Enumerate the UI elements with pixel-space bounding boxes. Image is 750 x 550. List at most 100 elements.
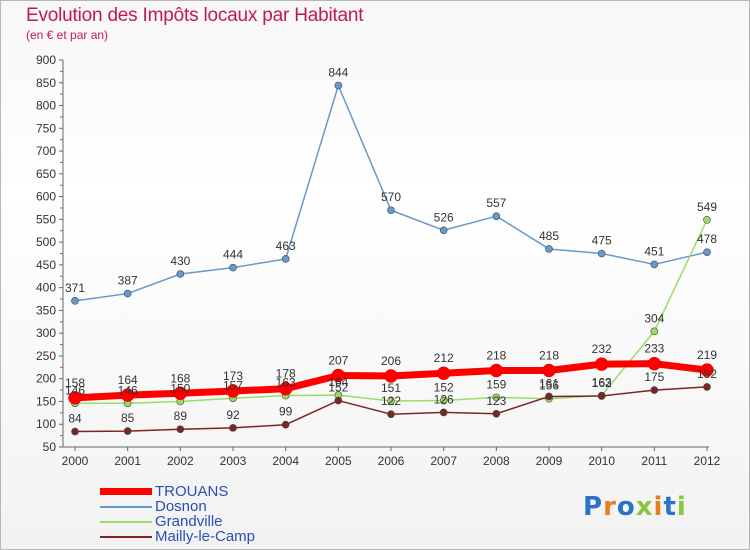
data-label-trouans: 218	[486, 349, 506, 363]
y-tick-label: 450	[36, 258, 56, 272]
data-label-dosnon: 371	[65, 281, 85, 295]
x-tick-label: 2008	[483, 454, 510, 468]
data-label-grandville: 549	[697, 200, 717, 214]
data-label-mailly-le-camp: 123	[486, 394, 506, 408]
y-tick-label: 250	[36, 349, 56, 363]
logo-letter: i	[653, 492, 664, 522]
y-tick-label: 550	[36, 212, 56, 226]
data-point-trouans	[489, 363, 504, 378]
data-point-dosnon	[439, 226, 448, 235]
data-point-mailly-le-camp	[439, 408, 448, 417]
data-label-grandville: 146	[65, 383, 85, 397]
data-label-trouans: 212	[434, 351, 454, 365]
data-label-dosnon: 478	[697, 232, 717, 246]
data-label-grandville: 164	[328, 375, 348, 389]
x-tick-label: 2001	[114, 454, 141, 468]
data-label-dosnon: 570	[381, 190, 401, 204]
y-tick-label: 600	[36, 190, 56, 204]
data-label-mailly-le-camp: 85	[121, 411, 135, 425]
data-label-mailly-le-camp: 162	[592, 376, 612, 390]
data-point-trouans	[68, 391, 82, 405]
data-point-mailly-le-camp	[492, 409, 501, 418]
data-point-trouans	[436, 366, 451, 380]
x-tick-label: 2003	[220, 454, 247, 468]
data-label-trouans: 164	[118, 373, 138, 387]
data-label-mailly-le-camp: 122	[381, 394, 401, 408]
data-point-dosnon	[123, 289, 132, 298]
logo-letter: t	[663, 492, 677, 522]
data-label-trouans: 206	[381, 354, 401, 368]
data-label-trouans: 173	[223, 369, 243, 383]
data-point-mailly-le-camp	[597, 392, 606, 400]
x-tick-label: 2006	[378, 454, 405, 468]
data-point-grandville	[439, 396, 448, 405]
chart-title: Evolution des Impôts locaux par Habitant	[26, 5, 364, 26]
y-tick-label: 500	[36, 235, 56, 249]
data-label-mailly-le-camp: 84	[68, 412, 82, 426]
data-label-mailly-le-camp: 126	[434, 392, 454, 406]
data-point-mailly-le-camp	[281, 420, 290, 429]
data-point-trouans	[278, 381, 293, 396]
logo-letter: x	[635, 492, 654, 522]
data-point-dosnon	[597, 249, 606, 258]
data-point-mailly-le-camp	[650, 386, 659, 394]
x-tick-label: 2004	[272, 454, 299, 468]
logo-letter: r	[603, 492, 617, 522]
data-point-grandville	[703, 216, 711, 224]
data-point-mailly-le-camp	[545, 392, 553, 401]
data-point-mailly-le-camp	[123, 427, 132, 435]
y-tick-label: 50	[43, 440, 57, 454]
y-tick-label: 350	[36, 303, 56, 317]
data-label-dosnon: 451	[644, 244, 664, 258]
legend-label-mailly-le-camp: Mailly-le-Camp	[155, 528, 256, 545]
data-label-trouans: 168	[170, 371, 190, 385]
data-label-trouans: 218	[539, 349, 559, 363]
data-label-dosnon: 444	[223, 248, 243, 262]
data-label-dosnon: 475	[592, 234, 612, 248]
proxiti-logo: Proxiti	[583, 492, 687, 522]
y-tick-label: 900	[36, 53, 56, 67]
legend-swatch-grandville	[100, 521, 152, 523]
x-tick-label: 2002	[167, 454, 194, 468]
data-label-grandville: 157	[223, 378, 243, 392]
data-point-trouans	[226, 384, 240, 398]
data-label-grandville: 163	[592, 376, 612, 390]
y-tick-label: 150	[36, 394, 56, 408]
x-tick-label: 2012	[694, 454, 721, 468]
y-tick-label: 650	[36, 167, 56, 181]
legend-swatch-mailly-le-camp	[100, 536, 152, 538]
data-label-grandville: 304	[644, 311, 664, 325]
data-point-trouans	[594, 357, 609, 371]
data-point-trouans	[647, 356, 662, 371]
data-point-dosnon	[545, 245, 553, 253]
logo-letter: i	[676, 492, 687, 522]
data-label-grandville: 163	[276, 376, 296, 390]
data-label-trouans: 178	[276, 367, 296, 381]
y-tick-label: 700	[36, 144, 56, 158]
data-label-grandville: 159	[486, 377, 506, 391]
legend-label-dosnon: Dosnon	[155, 498, 207, 515]
data-label-grandville: 146	[118, 383, 138, 397]
data-point-trouans	[120, 388, 135, 402]
data-point-dosnon	[492, 212, 501, 220]
data-point-trouans	[384, 369, 398, 383]
x-tick-label: 2009	[536, 454, 563, 468]
x-tick-label: 2005	[325, 454, 352, 468]
data-label-dosnon: 557	[486, 196, 506, 210]
data-label-mailly-le-camp: 89	[174, 409, 188, 423]
data-label-dosnon: 485	[539, 229, 559, 243]
data-point-dosnon	[387, 206, 395, 215]
data-point-dosnon	[176, 270, 185, 278]
data-label-trouans: 233	[644, 342, 664, 356]
x-tick-label: 2007	[430, 454, 457, 468]
data-point-mailly-le-camp	[387, 410, 395, 419]
y-tick-label: 850	[36, 76, 56, 90]
data-point-trouans	[331, 368, 346, 383]
legend-label-grandville: Grandville	[155, 513, 223, 530]
y-tick-label: 300	[36, 326, 56, 340]
data-label-mailly-le-camp: 92	[226, 408, 240, 422]
data-label-trouans: 158	[65, 376, 85, 390]
data-point-trouans	[700, 363, 714, 377]
